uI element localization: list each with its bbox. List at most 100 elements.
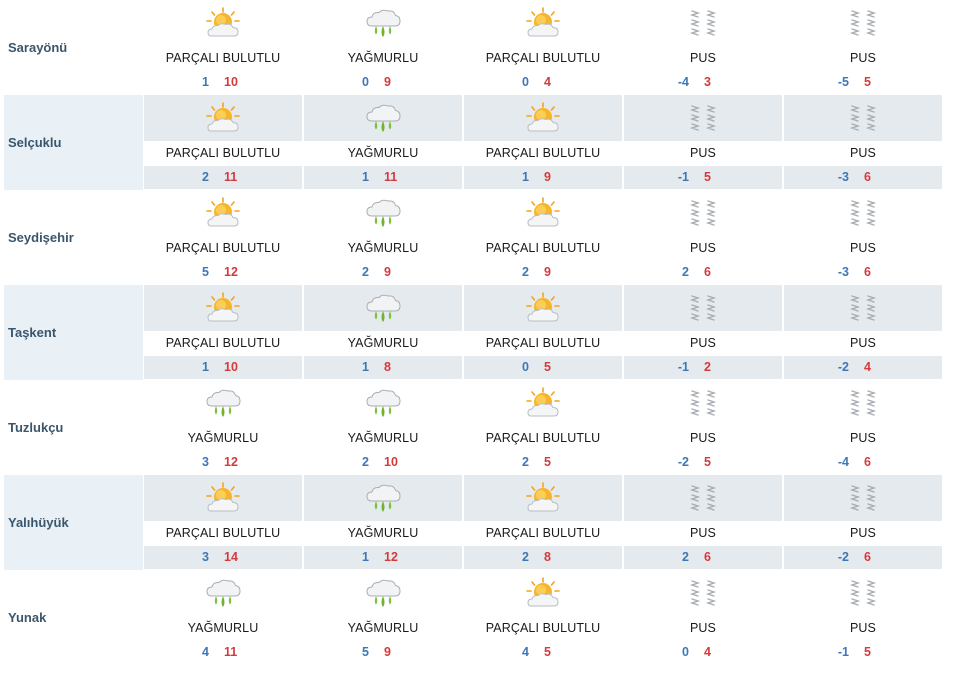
temperature-band: 1 12 (304, 546, 462, 569)
condition-band: PARÇALI BULUTLU (144, 47, 302, 70)
day-forecast-cell: PUS -5 5 (783, 0, 942, 95)
city-name[interactable]: Seydişehir (8, 230, 74, 245)
forecast-row: Seydişehir PARÇALI BULUTLU 5 12 YAĞMURLU 2 9 PA… (0, 190, 942, 285)
mist-icon (684, 291, 722, 325)
day-forecast-cell: PARÇALI BULUTLU 1 10 (143, 285, 302, 380)
min-temperature: 0 (362, 75, 369, 89)
min-temperature: -4 (677, 75, 689, 89)
rain-icon (204, 576, 242, 610)
forecast-table: Sarayönü PARÇALI BULUTLU 1 10 YAĞMURLU 0 9 PARÇ… (0, 0, 942, 665)
city-name[interactable]: Tuzlukçu (8, 420, 64, 435)
min-temperature: 3 (202, 455, 209, 469)
city-name[interactable]: Yalıhüyük (8, 515, 69, 530)
temperature-band: 1 10 (144, 71, 302, 94)
min-temperature: 2 (362, 455, 369, 469)
icon-band (304, 0, 462, 46)
condition-label: PARÇALI BULUTLU (485, 526, 601, 540)
condition-label: PARÇALI BULUTLU (485, 336, 601, 350)
condition-label: PUS (689, 146, 716, 160)
temperature-band: -2 6 (784, 546, 942, 569)
condition-band: PUS (784, 332, 942, 355)
condition-label: PARÇALI BULUTLU (485, 431, 601, 445)
temperature-band: -5 5 (784, 71, 942, 94)
rain-icon (364, 101, 402, 135)
mist-icon (844, 6, 882, 40)
min-temperature: 0 (682, 645, 689, 659)
city-name[interactable]: Selçuklu (8, 135, 62, 150)
partly-cloudy-icon (204, 196, 242, 230)
min-temperature: 1 (522, 170, 529, 184)
condition-label: PUS (689, 241, 716, 255)
min-temperature: 5 (202, 265, 209, 279)
day-forecast-cell: YAĞMURLU 1 12 (303, 475, 462, 570)
min-temperature: -5 (837, 75, 849, 89)
icon-band (464, 475, 622, 521)
day-forecast-cell: YAĞMURLU 2 9 (303, 190, 462, 285)
condition-band: PUS (784, 617, 942, 640)
temperature-band: 3 14 (144, 546, 302, 569)
min-temperature: 4 (522, 645, 529, 659)
condition-band: PUS (624, 47, 782, 70)
day-forecast-cell: PARÇALI BULUTLU 3 14 (143, 475, 302, 570)
temperature-band: 1 11 (304, 166, 462, 189)
forecast-row: Yunak YAĞMURLU 4 11 YAĞMURLU 5 9 PARÇALI BULUTL… (0, 570, 942, 665)
condition-label: PUS (849, 431, 876, 445)
max-temperature: 6 (704, 265, 711, 279)
day-forecast-cell: PARÇALI BULUTLU 1 9 (463, 95, 622, 190)
temperature-band: 2 10 (304, 451, 462, 474)
condition-label: PARÇALI BULUTLU (165, 241, 281, 255)
temperature-band: -4 3 (624, 71, 782, 94)
temperature-band: -1 2 (624, 356, 782, 379)
temperature-band: -3 6 (784, 261, 942, 284)
condition-band: PARÇALI BULUTLU (464, 237, 622, 260)
icon-band (304, 570, 462, 616)
city-name[interactable]: Yunak (8, 610, 47, 625)
forecast-row: Taşkent PARÇALI BULUTLU 1 10 YAĞMURLU 1 8 PARÇA… (0, 285, 942, 380)
condition-label: PUS (689, 336, 716, 350)
min-temperature: 4 (202, 645, 209, 659)
max-temperature: 14 (224, 550, 238, 564)
max-temperature: 6 (864, 455, 871, 469)
mist-icon (844, 291, 882, 325)
icon-band (144, 475, 302, 521)
city-name[interactable]: Sarayönü (8, 40, 68, 55)
city-name[interactable]: Taşkent (8, 325, 57, 340)
city-cell: Seydişehir (4, 190, 143, 285)
max-temperature: 10 (384, 455, 398, 469)
icon-band (624, 190, 782, 236)
icon-band (784, 285, 942, 331)
temperature-band: 5 12 (144, 261, 302, 284)
min-temperature: -1 (837, 645, 849, 659)
min-temperature: 3 (202, 550, 209, 564)
condition-band: PARÇALI BULUTLU (464, 142, 622, 165)
min-temperature: -3 (837, 265, 849, 279)
rain-icon (364, 576, 402, 610)
icon-band (304, 95, 462, 141)
icon-band (464, 190, 622, 236)
condition-band: PARÇALI BULUTLU (464, 617, 622, 640)
temperature-band: 2 11 (144, 166, 302, 189)
min-temperature: -1 (677, 170, 689, 184)
icon-band (624, 475, 782, 521)
condition-band: YAĞMURLU (304, 522, 462, 545)
min-temperature: 2 (522, 550, 529, 564)
day-forecast-cell: YAĞMURLU 2 10 (303, 380, 462, 475)
partly-cloudy-icon (524, 101, 562, 135)
max-temperature: 6 (864, 265, 871, 279)
condition-label: PUS (689, 51, 716, 65)
min-temperature: 1 (362, 360, 369, 374)
mist-icon (844, 386, 882, 420)
forecast-row: Yalıhüyük PARÇALI BULUTLU 3 14 YAĞMURLU 1 12 PA… (0, 475, 942, 570)
icon-band (304, 475, 462, 521)
day-forecast-cell: PARÇALI BULUTLU 2 9 (463, 190, 622, 285)
condition-band: PARÇALI BULUTLU (464, 522, 622, 545)
max-temperature: 9 (544, 170, 551, 184)
max-temperature: 5 (544, 455, 551, 469)
icon-band (144, 285, 302, 331)
